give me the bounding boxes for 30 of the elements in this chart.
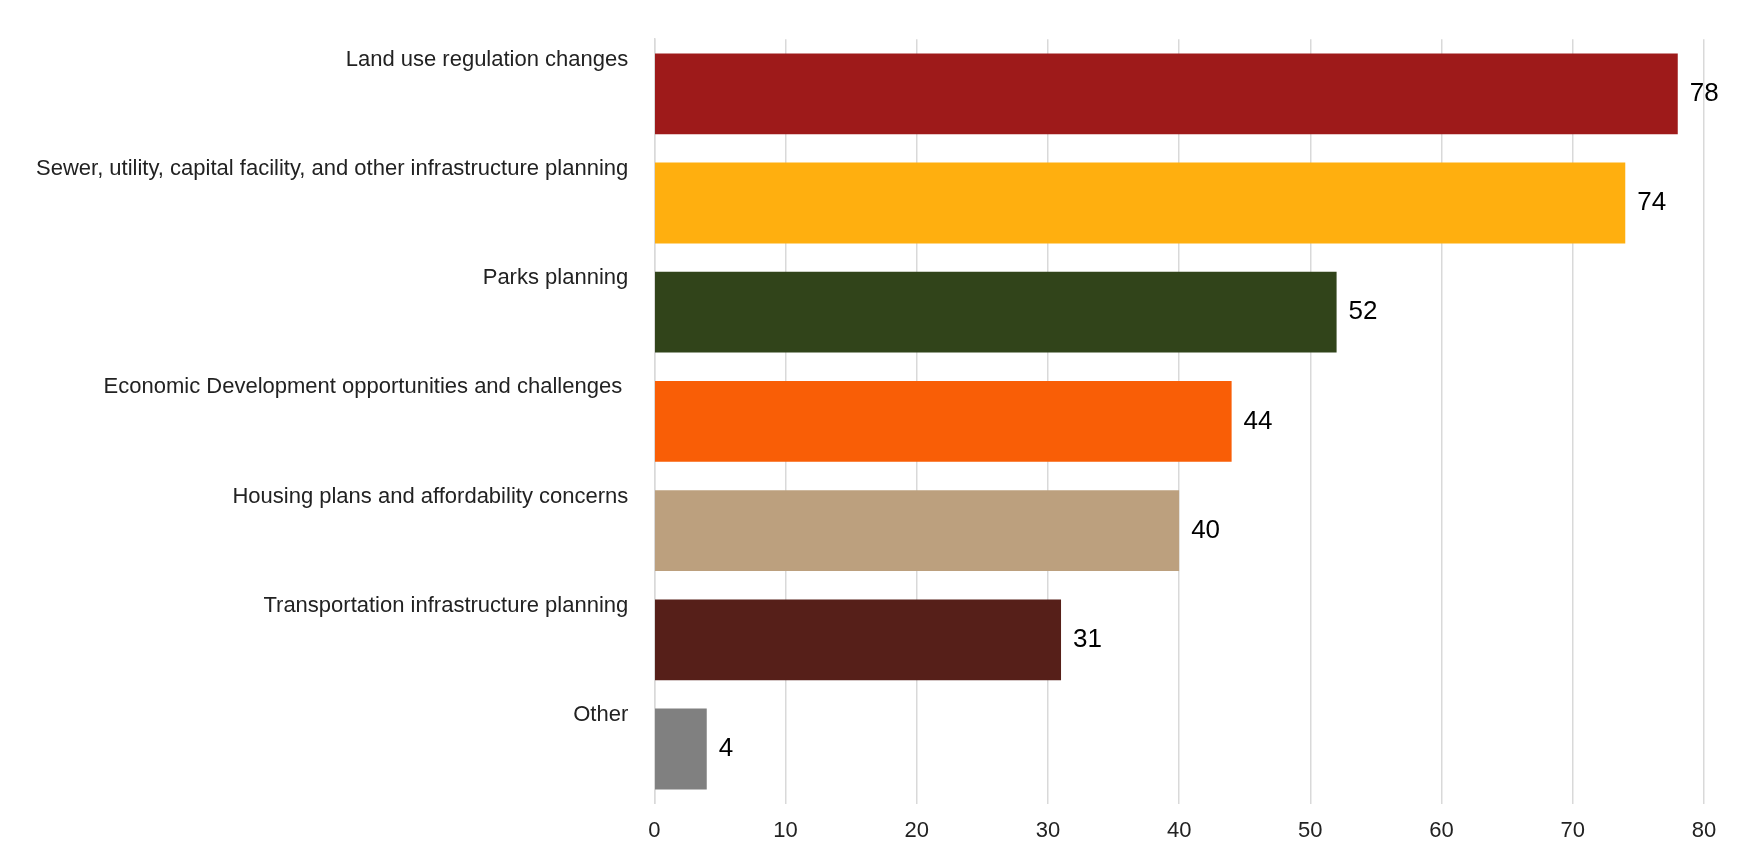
y-tick-label: Parks planning — [482, 264, 629, 290]
bar — [655, 53, 1678, 135]
y-tick-label: Sewer, utility, capital facility, and other infrastructure planning — [35, 155, 629, 181]
x-tick-label: 70 — [1560, 816, 1586, 842]
y-tick-label: Land use regulation changes — [345, 45, 629, 71]
bar — [655, 381, 1232, 462]
data-label: 44 — [1243, 404, 1273, 435]
x-tick-label: 60 — [1429, 816, 1454, 842]
bar — [655, 599, 1062, 681]
x-tick-label: 0 — [648, 816, 661, 842]
data-label: 74 — [1637, 186, 1667, 217]
data-label: 78 — [1689, 76, 1719, 107]
x-tick-label: 40 — [1166, 816, 1192, 842]
data-label: 4 — [718, 732, 734, 763]
y-tick-label: Housing plans and affordability concerns — [232, 482, 629, 508]
bar — [655, 162, 1626, 244]
bar — [655, 708, 707, 790]
y-tick-label: Other — [573, 701, 629, 727]
y-tick-label: Economic Development opportunities and challenges — [103, 373, 629, 399]
bar — [655, 271, 1337, 353]
x-tick-label: 30 — [1035, 816, 1061, 842]
x-tick-label: 50 — [1298, 816, 1323, 842]
bar — [655, 490, 1180, 571]
y-tick-label: Transportation infrastructure planning — [263, 591, 629, 617]
data-label: 40 — [1191, 513, 1221, 544]
x-tick-label: 80 — [1691, 816, 1717, 842]
x-tick-label: 20 — [904, 816, 929, 842]
x-tick-label: 10 — [773, 816, 798, 842]
data-label: 31 — [1073, 622, 1102, 653]
data-label: 52 — [1348, 295, 1378, 326]
